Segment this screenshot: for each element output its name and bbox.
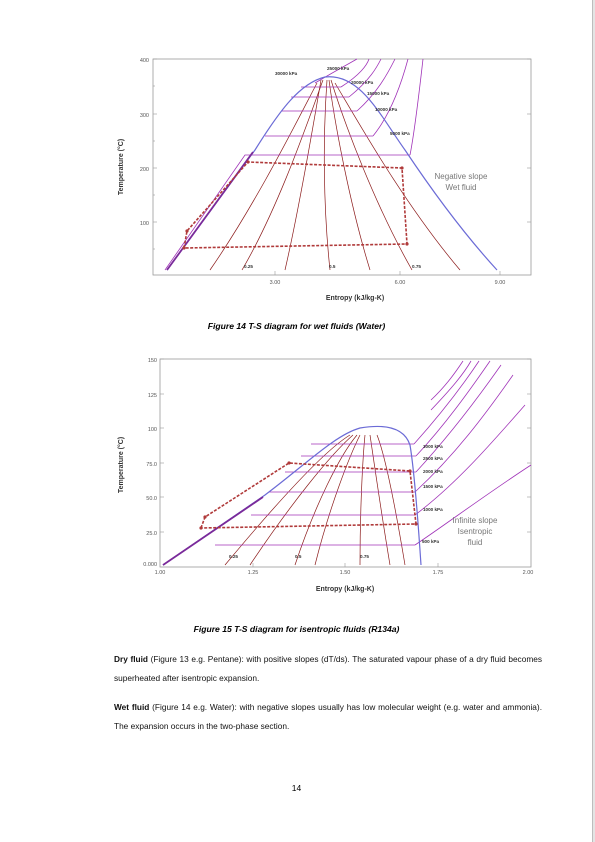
pressure-label: 20000 kPa (351, 80, 374, 85)
x-tick-label: 1.50 (340, 570, 351, 576)
saturation-dome (162, 425, 422, 566)
y-axis-title: Temperature (°C) (117, 437, 125, 493)
pressure-label: 1500 kPa (423, 484, 443, 489)
paragraph-wet-fluid: Wet fluid (Figure 14 e.g. Water): with n… (114, 698, 542, 736)
y-tick-label: 125 (148, 393, 157, 399)
quality-line (209, 82, 318, 271)
x-tick-label: 9.00 (495, 280, 506, 286)
annotation-slope: Infinite slope (453, 516, 498, 525)
wet-fluid-term: Wet fluid (114, 702, 150, 712)
pressure-label: 1000 kPa (423, 507, 443, 512)
pressure-label: 3000 kPa (423, 444, 443, 449)
x-tick-label: 3.00 (270, 280, 281, 286)
figure-14: 400 300 200 100 3.00 6.00 9.00 Temperatu… (105, 55, 542, 310)
y-axis-title: Temperature (°C) (117, 139, 125, 195)
annotation-fluid-type: Wet fluid (446, 183, 477, 192)
x-tick-label: 1.75 (433, 570, 444, 576)
pressure-label: 25000 kPa (327, 66, 350, 71)
rankine-cycle (183, 161, 408, 249)
y-tick-label: 150 (148, 358, 157, 364)
annotation-fluid-word: fluid (468, 538, 483, 547)
y-tick-label: 100 (140, 221, 149, 227)
paragraph-dry-fluid: Dry fluid (Figure 13 e.g. Pentane): with… (114, 650, 542, 688)
quality-line (330, 79, 413, 271)
dry-fluid-text: (Figure 13 e.g. Pentane): with positive … (114, 654, 542, 683)
figure-15-chart: 150 125 100 75.0 50.0 25.0 0.000 1.00 1.… (117, 358, 534, 593)
pressure-label: 5000 kPa (390, 131, 410, 136)
saturated-liquid-line (162, 496, 264, 566)
quality-label: 0.75 (360, 554, 369, 559)
y-tick-label: 50.0 (146, 496, 157, 502)
y-tick-label: 400 (140, 58, 149, 64)
pressure-label: 500 kPa (422, 539, 440, 544)
quality-label: 0.5 (295, 554, 302, 559)
figure-15-caption: Figure 15 T-S diagram for isentropic flu… (193, 624, 400, 634)
figure-14-chart: 400 300 200 100 3.00 6.00 9.00 Temperatu… (117, 58, 532, 302)
figure-14-caption: Figure 14 T-S diagram for wet fluids (Wa… (207, 321, 386, 331)
isobars (164, 58, 424, 271)
page-number: 14 (291, 783, 302, 793)
pressure-label: 2500 kPa (423, 456, 443, 461)
y-tick-label: 25.0 (146, 531, 157, 537)
quality-label: 0.75 (412, 264, 421, 269)
y-tick-label: 300 (140, 113, 149, 119)
x-axis-title: Entropy (kJ/kg-K) (326, 295, 384, 302)
x-tick-label: 6.00 (395, 280, 406, 286)
quality-label: 0.25 (229, 554, 238, 559)
pressure-label: 15000 kPa (367, 91, 390, 96)
plot-frame (152, 58, 532, 276)
y-tick-label: 0.000 (143, 562, 157, 568)
y-tick-label: 75.0 (146, 462, 157, 468)
x-tick-label: 2.00 (523, 570, 534, 576)
x-tick-label: 1.25 (248, 570, 259, 576)
annotation-slope: Negative slope (435, 172, 488, 181)
quality-label: 0.5 (329, 264, 336, 269)
x-tick-label: 1.00 (155, 570, 166, 576)
pressure-label: 10000 kPa (375, 107, 398, 112)
wet-fluid-text: (Figure 14 e.g. Water): with negative sl… (114, 702, 542, 731)
annotation-fluid-type: Isentropic (458, 527, 493, 536)
rankine-cycle (199, 462, 417, 529)
dry-fluid-term: Dry fluid (114, 654, 148, 664)
saturation-dome (166, 76, 498, 271)
quality-line (328, 79, 371, 271)
figure-15: 150 125 100 75.0 50.0 25.0 0.000 1.00 1.… (105, 355, 542, 605)
quality-label: 0.25 (244, 264, 253, 269)
x-axis-title: Entropy (kJ/kg-K) (316, 586, 374, 593)
y-tick-label: 100 (148, 427, 157, 433)
isobars (215, 360, 532, 546)
quality-line (323, 79, 331, 271)
pressure-label: 2000 kPa (423, 469, 443, 474)
y-tick-label: 200 (140, 167, 149, 173)
pressure-label: 30000 kPa (275, 71, 298, 76)
